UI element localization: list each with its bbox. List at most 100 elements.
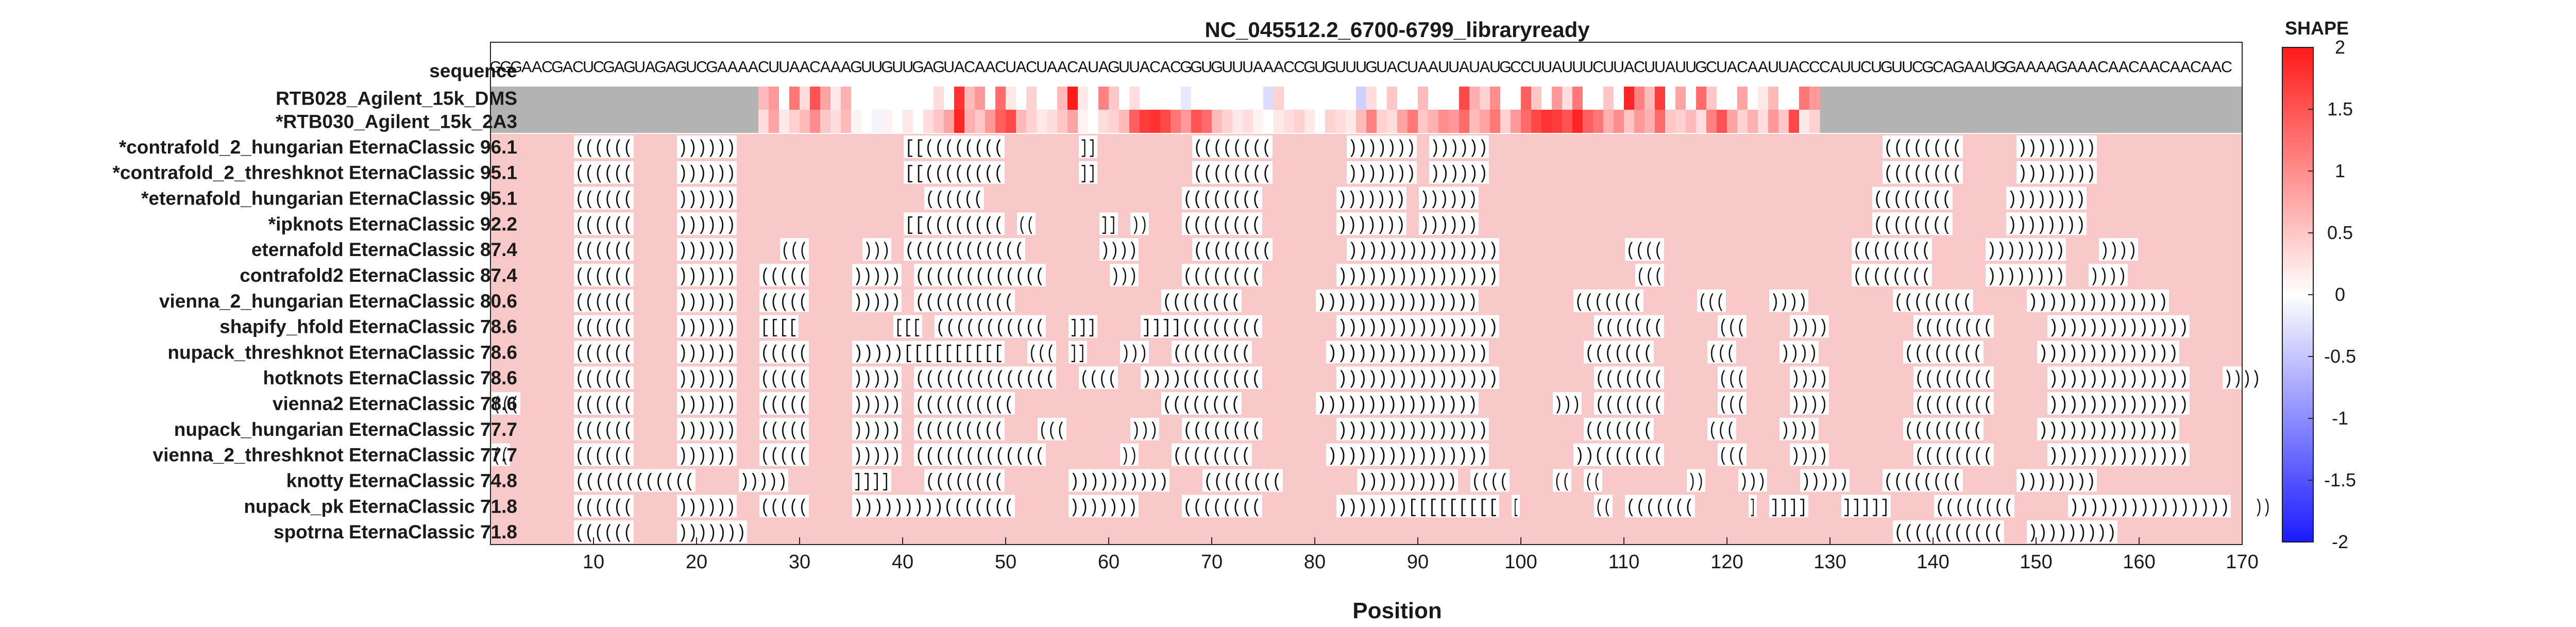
structure-brackets: (((((((( [1183, 266, 1261, 287]
x-axis: 10 20 30 40 50 60 70 80 90 100 110 120 130 140 150 160 1… [583, 537, 2259, 573]
reactivity-cell [1727, 110, 1738, 133]
sequence-nucleotide: A [800, 58, 810, 76]
reactivity-cell [1531, 110, 1542, 133]
reactivity-cell [1078, 110, 1089, 133]
paired-segment [574, 161, 634, 184]
reactivity-cell [1026, 110, 1037, 133]
reactivity-cell [758, 87, 769, 110]
structure-brackets: ((((((( [1595, 394, 1663, 415]
structure-brackets: ))) [1121, 343, 1148, 364]
sequence-nucleotide: C [593, 58, 604, 76]
sequence-nucleotide: A [1418, 58, 1429, 76]
structure-brackets: [[[ [894, 317, 921, 338]
structure-brackets: (((((((( [1183, 497, 1261, 518]
structure-brackets: (((((( [575, 497, 633, 518]
colorbar-tick-label: 1.5 [2327, 98, 2353, 120]
x-tick-label: 160 [2123, 551, 2155, 573]
reactivity-cell [1109, 87, 1120, 110]
structure-brackets: (((((((( [1884, 163, 1962, 184]
reactivity-cell [1459, 87, 1470, 110]
reactivity-cell [1655, 110, 1666, 133]
sequence-nucleotide: G [2056, 58, 2068, 76]
sequence-nucleotide: A [1624, 58, 1635, 76]
sequence-nucleotide: U [1572, 58, 1583, 76]
reactivity-cell [1572, 87, 1583, 110]
structure-brackets: ((( [1698, 292, 1725, 313]
reactivity-cell [1686, 87, 1697, 110]
structure-brackets: )))))))))))))) [2048, 368, 2189, 389]
reactivity-cell [1119, 110, 1130, 133]
sequence-nucleotide: U [1778, 58, 1789, 76]
structure-brackets: (((((((( [1162, 292, 1241, 313]
sequence-nucleotide: G [706, 58, 718, 76]
reactivity-cell [1675, 87, 1686, 110]
sequence-nucleotide: C [2128, 58, 2140, 76]
sequence-nucleotide: U [1850, 58, 1861, 76]
structure-brackets: )))))))) [2007, 214, 2086, 235]
sequence-nucleotide: U [1005, 58, 1016, 76]
sequence-nucleotide: G [933, 58, 945, 76]
structure-brackets: )))) [2100, 240, 2137, 261]
structure-brackets: (( [1585, 471, 1601, 492]
reactivity-cell [831, 87, 841, 110]
structure-brackets: )))))[[[[[[[[[[ [853, 343, 1004, 364]
reactivity-cell [1768, 87, 1779, 110]
sequence-nucleotide: U [1438, 58, 1449, 76]
reactivity-cell [892, 87, 903, 110]
x-tick-label: 70 [1201, 551, 1223, 573]
reactivity-cell [1119, 87, 1130, 110]
paired-segment [1625, 238, 1664, 261]
paired-segment [1192, 135, 1273, 158]
reactivity-cell [1541, 87, 1552, 110]
paired-segment [759, 289, 809, 312]
sequence-nucleotide: C [1397, 58, 1408, 76]
structure-row-label: contrafold2 EternaClassic 87.4 [240, 265, 517, 286]
paired-segment [914, 417, 1005, 440]
structure-brackets: ((( [1039, 420, 1065, 441]
reactivity-cell [1438, 110, 1449, 133]
sequence-nucleotide: C [541, 58, 553, 76]
reactivity-cell [1067, 110, 1078, 133]
reactivity-cell [1243, 87, 1253, 110]
structure-brackets: )))))) [678, 266, 736, 287]
structure-brackets: [ [1513, 497, 1519, 518]
paired-segment [1780, 341, 1819, 364]
paired-segment [1635, 264, 1664, 286]
structure-brackets: )))) [1791, 368, 1828, 389]
paired-segment [1553, 392, 1582, 415]
structure-brackets: (((((((( [1162, 394, 1241, 415]
paired-segment [677, 212, 737, 235]
sequence-nucleotide: A [1428, 58, 1439, 76]
reactivity-cell [1088, 87, 1099, 110]
reactivity-cell [1428, 87, 1439, 110]
structure-brackets: ]]]] [1770, 497, 1807, 518]
structure-brackets: (( [1018, 214, 1035, 235]
reactivity-cell [1377, 87, 1387, 110]
reactivity-cell [1315, 87, 1326, 110]
structure-brackets: ))))))))))))))) [1348, 240, 1498, 261]
x-tick-label: 100 [1504, 551, 1537, 573]
reactivity-cell [1088, 110, 1099, 133]
structure-brackets: )))))))) [1987, 266, 2065, 287]
sequence-nucleotide: U [583, 58, 594, 76]
reactivity-cell [1356, 87, 1367, 110]
reactivity-cell [944, 110, 955, 133]
paired-segment [574, 238, 634, 261]
paired-segment [852, 469, 891, 492]
reactivity-cell [1686, 110, 1697, 133]
reactivity-cell [913, 110, 924, 133]
paired-segment [1038, 417, 1066, 440]
reactivity-cell [872, 87, 883, 110]
paired-segment [2047, 443, 2190, 466]
colorbar-tick-label: 0.5 [2327, 222, 2353, 243]
reactivity-cell [944, 87, 955, 110]
sequence-nucleotide: A [666, 58, 676, 76]
structure-brackets: ((((((((((((( [915, 446, 1045, 467]
sequence-nucleotide: C [696, 58, 707, 76]
reactivity-cell [1325, 87, 1336, 110]
reactivity-cell [1717, 87, 1727, 110]
paired-segment [1780, 417, 1819, 440]
paired-segment [2047, 315, 2190, 338]
structure-row-label: *ipknots EternaClassic 92.2 [268, 213, 517, 234]
x-tick-label: 170 [2226, 551, 2258, 573]
